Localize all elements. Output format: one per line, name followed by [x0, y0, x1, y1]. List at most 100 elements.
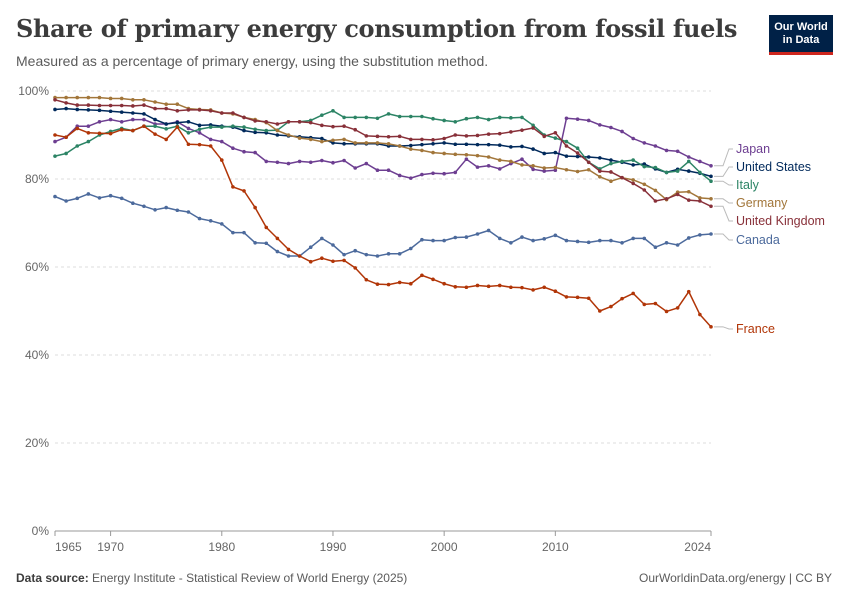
y-tick-label: 100%: [18, 84, 49, 98]
data-point: [486, 228, 491, 233]
data-point: [119, 103, 124, 108]
data-point: [475, 232, 480, 236]
data-point: [520, 157, 524, 161]
data-point: [642, 162, 647, 166]
series-label-japan: Japan: [736, 142, 770, 156]
data-point: [75, 126, 80, 131]
x-tick-label: 2010: [542, 540, 569, 554]
data-point: [631, 136, 635, 141]
data-point: [486, 155, 491, 159]
data-point: [208, 109, 213, 113]
data-point: [342, 124, 346, 128]
data-point: [108, 109, 113, 114]
data-point: [575, 295, 580, 300]
series-france[interactable]: [53, 124, 713, 329]
data-point: [286, 133, 291, 137]
x-tick-label: 1970: [97, 540, 124, 554]
data-point: [131, 104, 135, 108]
data-point: [497, 167, 502, 171]
data-point: [253, 130, 257, 135]
data-point: [642, 141, 647, 145]
data-point: [86, 139, 91, 144]
data-point: [698, 170, 702, 175]
data-point: [420, 273, 424, 278]
data-point: [509, 145, 513, 149]
data-point: [575, 146, 580, 150]
data-point: [53, 98, 57, 102]
data-point: [364, 277, 369, 282]
data-point: [342, 258, 346, 263]
data-point: [386, 282, 391, 287]
data-point: [286, 247, 291, 252]
data-point: [564, 295, 569, 299]
data-point: [308, 120, 313, 125]
data-point: [475, 115, 480, 120]
data-point: [542, 237, 547, 241]
data-point: [75, 144, 80, 148]
data-point: [208, 219, 213, 223]
data-point: [686, 198, 691, 202]
x-tick-label: 1980: [208, 540, 235, 554]
data-point: [131, 111, 135, 115]
data-point: [664, 170, 669, 175]
series-label-france: France: [736, 322, 775, 336]
data-point: [453, 142, 458, 147]
label-connector: [714, 148, 733, 167]
footer-link[interactable]: OurWorldinData.org/energy | CC BY: [639, 571, 832, 585]
data-point: [164, 102, 168, 106]
data-point: [375, 254, 380, 258]
data-point: [598, 238, 602, 243]
data-point: [686, 155, 691, 159]
data-point: [231, 124, 235, 128]
data-point: [609, 170, 613, 174]
data-point: [631, 158, 635, 162]
data-point: [542, 134, 547, 139]
data-point: [564, 238, 569, 243]
data-point: [497, 143, 502, 147]
series-labels: Japan United States Italy Germany United Kin…: [714, 142, 825, 336]
data-point: [119, 110, 124, 114]
data-point: [353, 266, 358, 270]
data-point: [453, 120, 458, 124]
data-point: [709, 232, 713, 236]
grid-lines: [55, 90, 711, 444]
data-point: [53, 154, 57, 158]
series-germany[interactable]: [53, 95, 713, 202]
data-point: [75, 107, 80, 112]
data-point: [75, 95, 80, 100]
data-point: [420, 114, 424, 119]
data-point: [408, 114, 413, 119]
series-united-states[interactable]: [53, 106, 713, 179]
series-united-kingdom[interactable]: [53, 98, 713, 209]
data-point: [620, 296, 624, 301]
data-point: [320, 256, 324, 261]
data-point: [609, 238, 613, 243]
data-point: [598, 309, 602, 313]
series-label-germany: Germany: [736, 196, 788, 210]
data-point: [386, 252, 391, 256]
data-point: [698, 159, 702, 164]
data-point: [119, 127, 124, 132]
data-point: [442, 118, 446, 123]
data-point: [331, 109, 335, 113]
data-point: [475, 153, 480, 158]
logo-line-2: in Data: [782, 33, 820, 46]
data-point: [431, 116, 435, 121]
data-point: [331, 124, 335, 129]
data-point: [242, 149, 246, 154]
owid-logo[interactable]: Our World in Data: [769, 15, 833, 55]
data-point: [264, 120, 269, 124]
data-point: [86, 124, 91, 128]
series-italy[interactable]: [53, 109, 713, 183]
data-point: [175, 120, 180, 125]
data-point: [253, 205, 257, 210]
data-point: [520, 285, 524, 290]
data-point: [475, 133, 480, 138]
data-point: [642, 164, 647, 169]
data-point: [86, 108, 91, 112]
data-point: [86, 192, 91, 196]
data-point: [453, 152, 458, 157]
data-point: [431, 238, 435, 243]
series-canada[interactable]: [53, 192, 713, 258]
